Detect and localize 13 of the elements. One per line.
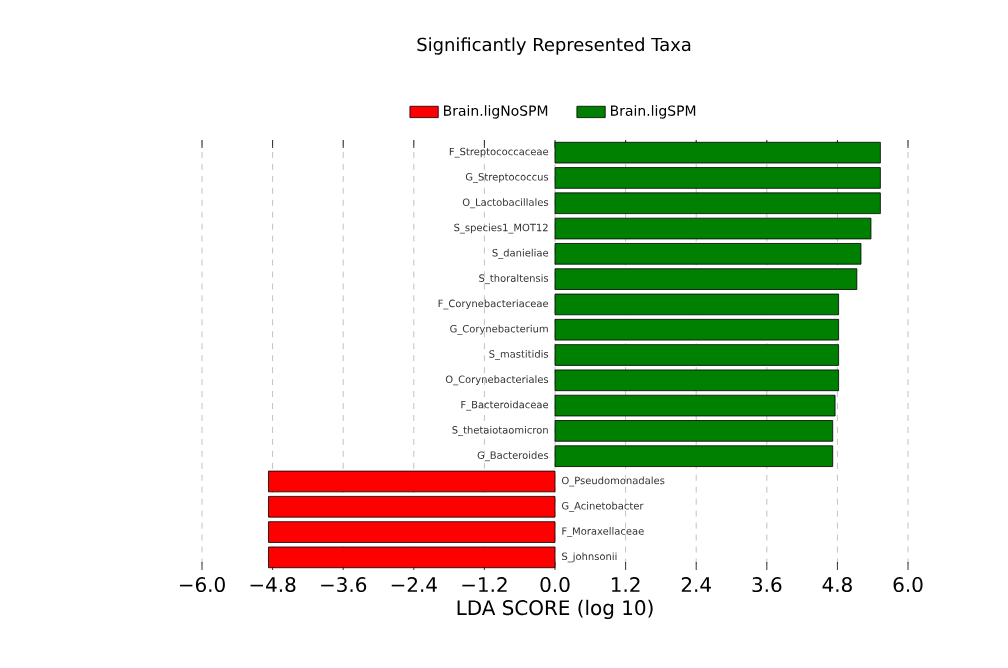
x-tick-label: 2.4: [681, 577, 711, 592]
x-axis-title: LDA SCORE (log 10): [457, 599, 653, 620]
x-tick-label: 0.0: [540, 577, 570, 593]
x-tick-label: −3.6: [321, 577, 367, 593]
chart-title: Significantly Represented Taxa: [417, 37, 691, 55]
x-tick-label: −1.2: [462, 577, 507, 592]
x-tick-label: 6.0: [893, 577, 923, 593]
x-tick-label: −2.4: [391, 577, 437, 592]
x-tick-label: 1.2: [611, 577, 640, 592]
x-tick-label: 4.8: [822, 577, 852, 593]
x-tick-label: 3.6: [752, 577, 782, 593]
x-tick-label: −6.0: [179, 577, 225, 593]
x-tick-label: −4.8: [250, 577, 296, 593]
